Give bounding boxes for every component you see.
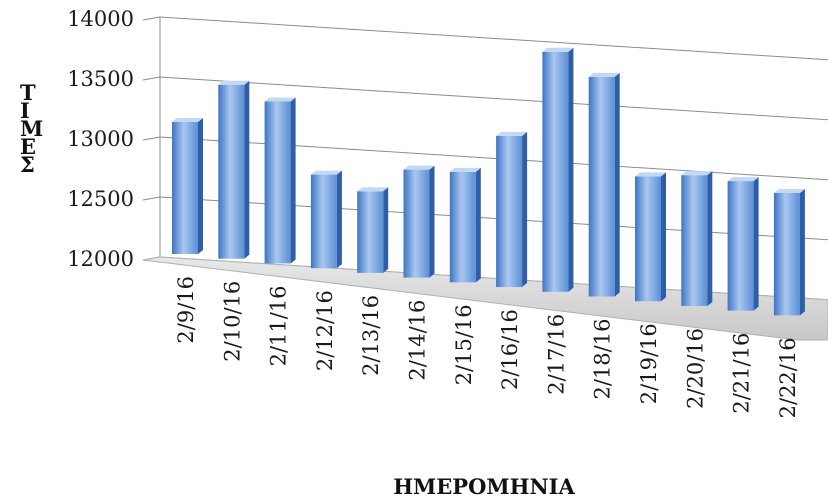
x-tick-label: 2/14/16 <box>406 300 430 381</box>
bar <box>681 175 708 306</box>
y-tick-label: 12500 <box>67 187 134 211</box>
bar-top <box>403 165 435 170</box>
bar-side <box>475 167 481 283</box>
bar-side <box>198 118 203 254</box>
x-tick-label: 2/18/16 <box>591 319 615 400</box>
bar-top <box>542 47 574 52</box>
bar-side <box>661 172 666 302</box>
bar <box>218 84 245 259</box>
x-tick-label: 2/20/16 <box>683 328 707 409</box>
bar <box>588 76 615 297</box>
bar-side <box>799 188 805 316</box>
bar <box>542 51 569 292</box>
bar-top <box>218 80 250 85</box>
bar <box>264 101 291 264</box>
x-tick-label: 2/19/16 <box>637 323 661 404</box>
bar-top <box>172 118 203 122</box>
x-tick-label: 2/9/16 <box>174 276 198 344</box>
bar-top <box>496 131 528 136</box>
gridline-side <box>142 196 161 201</box>
bar-top <box>635 172 666 177</box>
bar-side <box>429 165 435 278</box>
y-tick-label: 12000 <box>67 247 134 271</box>
x-tick-label: 2/22/16 <box>776 337 800 418</box>
bar <box>172 122 198 254</box>
bar <box>357 191 384 273</box>
gridline-side <box>142 76 161 81</box>
x-tick-label: 2/16/16 <box>498 309 522 390</box>
bar-series <box>172 47 805 316</box>
bar-side <box>244 80 250 259</box>
x-tick-label: 2/11/16 <box>267 285 291 366</box>
y-tick-label: 13000 <box>67 127 134 151</box>
bar-top <box>588 72 620 77</box>
x-axis-title: ΗΜΕΡΟΜΗΝΙΑ <box>393 474 575 499</box>
bar-top <box>727 177 759 182</box>
x-tick-labels: 2/9/16 2/10/16 2/11/16 2/12/16 2/13/16 2/14/1… <box>174 276 800 418</box>
bar-top <box>264 97 296 102</box>
floor-plane <box>142 256 828 341</box>
gridline-side <box>142 16 161 21</box>
chart-floor <box>142 256 828 341</box>
y-tick-label: 13500 <box>67 67 134 91</box>
y-tick-label: 14000 <box>67 7 134 31</box>
x-tick-label: 2/15/16 <box>452 304 476 385</box>
bar <box>310 174 337 269</box>
gridline <box>159 16 828 61</box>
y-tick-labels: 12000 12500 13000 13500 14000 <box>67 7 134 271</box>
bar-top <box>310 170 342 175</box>
gridline-side <box>142 136 161 141</box>
x-tick-label: 2/12/16 <box>313 290 337 371</box>
gridline <box>159 136 828 181</box>
x-tick-label: 2/13/16 <box>359 295 383 376</box>
bar <box>773 192 800 316</box>
bar-side <box>290 97 296 264</box>
bar-top <box>449 167 481 172</box>
bar-side <box>383 187 389 273</box>
bar-top <box>773 188 805 193</box>
bar <box>449 171 476 283</box>
gridline <box>159 76 828 121</box>
bar-side <box>336 170 342 269</box>
bar <box>496 135 523 288</box>
bar-side <box>522 131 528 288</box>
bar-top <box>681 171 713 176</box>
bar-side <box>568 47 574 292</box>
x-tick-label: 2/17/16 <box>544 314 568 395</box>
bar <box>635 176 661 302</box>
x-tick-label: 2/21/16 <box>730 333 754 414</box>
bar <box>727 181 754 311</box>
bar-top <box>357 187 389 192</box>
bar-side <box>614 72 620 297</box>
bar-side <box>707 171 713 306</box>
bar <box>403 169 430 278</box>
x-tick-label: 2/10/16 <box>220 281 244 362</box>
bar-side <box>753 177 759 311</box>
